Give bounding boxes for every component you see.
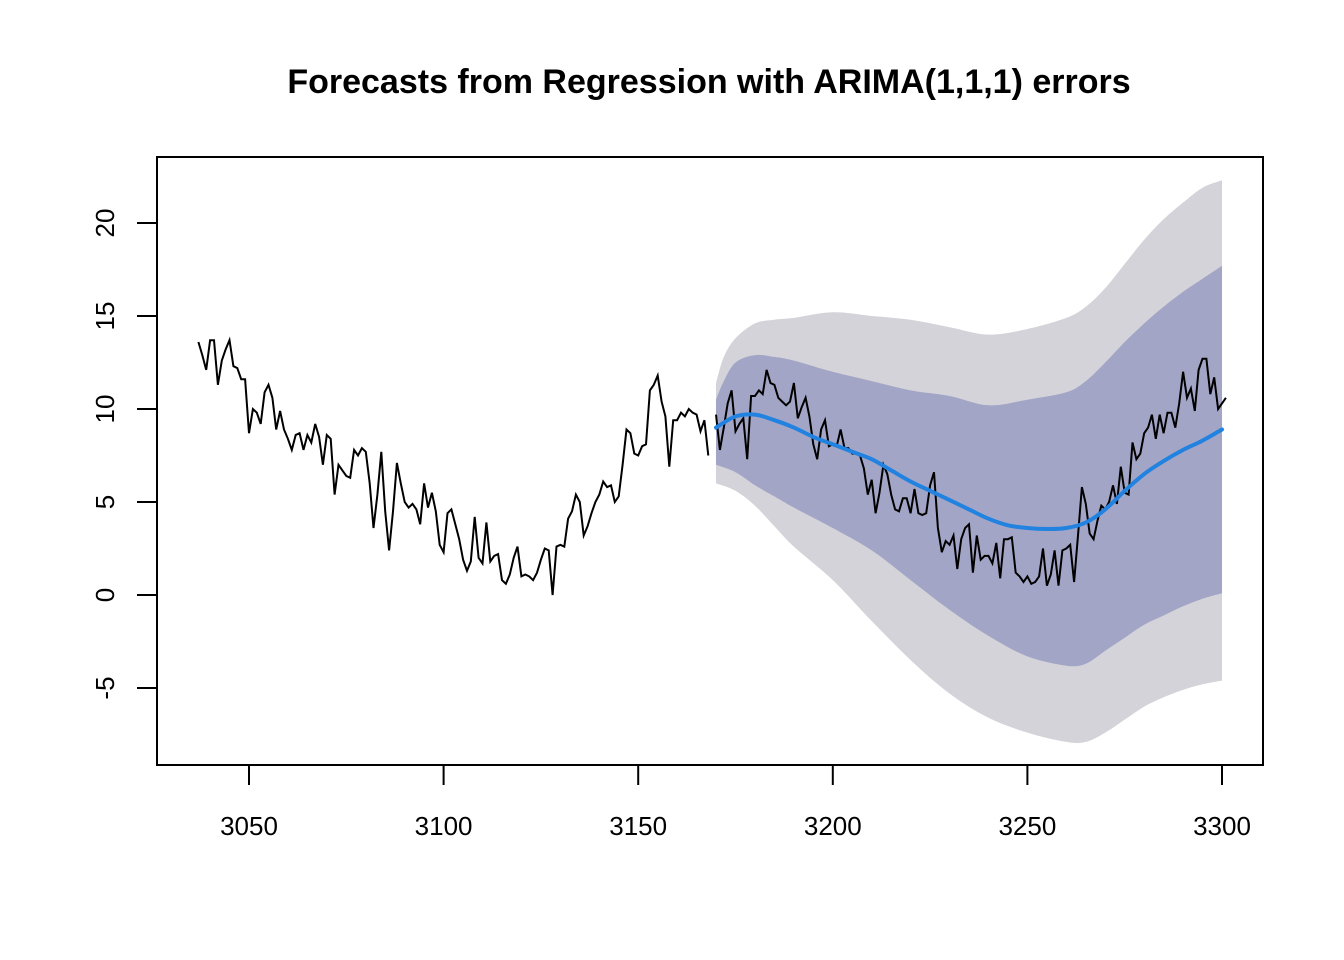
y-tick-label: 15	[90, 302, 120, 331]
chart-title: Forecasts from Regression with ARIMA(1,1…	[287, 63, 1130, 101]
forecast-mean-line	[714, 412, 1224, 532]
y-tick-label: 20	[90, 209, 120, 238]
x-tick-label: 3200	[804, 811, 862, 841]
x-axis: 3050 3100 3150 3200 3250 3300	[220, 764, 1251, 841]
x-tick-label: 3100	[415, 811, 473, 841]
y-axis: -5 0 5 10 15 20	[90, 209, 158, 700]
y-tick-label: 5	[90, 495, 120, 509]
series-lines	[197, 336, 1227, 596]
prediction-bands	[716, 180, 1222, 744]
x-tick-label: 3150	[609, 811, 667, 841]
history-series-line	[197, 336, 710, 596]
x-tick-label: 3050	[220, 811, 278, 841]
y-tick-label: 0	[90, 588, 120, 602]
x-tick-label: 3250	[998, 811, 1056, 841]
y-tick-label: -5	[90, 676, 120, 699]
y-tick-label: 10	[90, 395, 120, 424]
actuals-series-line	[715, 357, 1227, 587]
x-tick-label: 3300	[1193, 811, 1251, 841]
band-80-percent	[716, 265, 1222, 667]
